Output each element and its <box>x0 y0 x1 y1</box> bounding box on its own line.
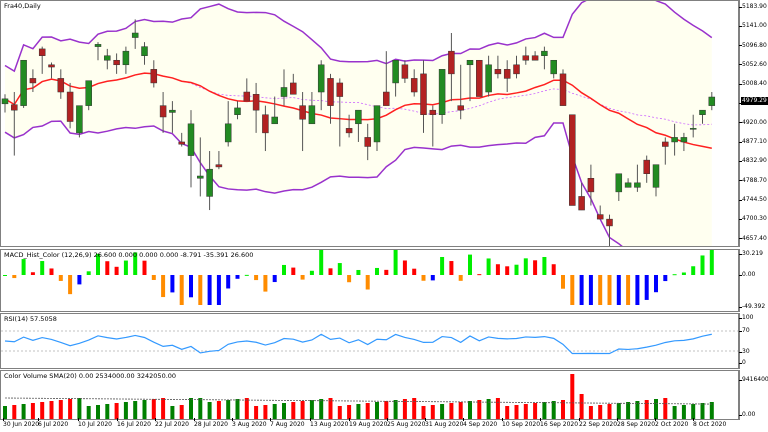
date-label: 3 Aug 2020 <box>232 418 267 428</box>
price-tick: 4700.30 <box>739 215 767 223</box>
current-price-badge: 4979.29 <box>741 97 768 105</box>
macd-tick-top: 30.219 <box>739 250 763 257</box>
macd-histogram <box>3 250 714 305</box>
time-axis: 30 Jun 2020 6 Jul 2020 10 Jul 2020 16 Jul 2… <box>0 418 739 432</box>
volume-bars <box>3 374 714 419</box>
volume-axis: 9416400 0.00 <box>738 370 768 420</box>
price-tick: 5008.40 <box>739 80 767 88</box>
volume-tick-zero: 0.00 <box>738 411 756 418</box>
date-label: 28 Jul 2020 <box>194 418 228 428</box>
macd-axis: 30.219 0.00 -49.392 <box>738 249 768 312</box>
date-label: 31 Aug 2020 <box>425 418 464 428</box>
price-tick: 5141.00 <box>739 22 767 30</box>
rsi-tick-30: 30 <box>739 348 750 355</box>
date-label: 25 Aug 2020 <box>387 418 426 428</box>
price-tick: 5096.80 <box>739 41 767 49</box>
symbol-label: Fra40,Daily <box>4 2 41 10</box>
volume-label: Color Volume SMA(20) 0.00 2534000.00 324… <box>4 372 177 380</box>
date-label: 7 Aug 2020 <box>270 418 305 428</box>
price-tick: 4920.00 <box>739 118 767 126</box>
rsi-panel[interactable]: RSI(14) 57.5058 <box>0 313 739 369</box>
date-label: 16 Jul 2020 <box>117 418 151 428</box>
date-label: 2 Oct 2020 <box>655 418 689 428</box>
price-tick: 5183.90 <box>739 3 767 10</box>
date-label: 22 Sep 2020 <box>579 418 618 428</box>
date-label: 22 Jul 2020 <box>155 418 189 428</box>
macd-label: MACD_Hist_Color (12,26,9) 26.600 0.000 0… <box>4 251 254 259</box>
date-label: 10 Jul 2020 <box>78 418 112 428</box>
macd-panel[interactable]: MACD_Hist_Color (12,26,9) 26.600 0.000 0… <box>0 249 739 312</box>
rsi-tick-100: 100 <box>738 314 754 321</box>
date-label: 4 Sep 2020 <box>463 418 498 428</box>
macd-tick-zero: 0.00 <box>738 271 756 278</box>
price-axis: 5183.905141.005096.805052.605008.404964.… <box>739 0 768 247</box>
rsi-axis: 100 70 30 0 <box>738 313 768 369</box>
date-label: 30 Jun 2020 <box>3 418 40 428</box>
candlestick-chart <box>1 1 716 246</box>
volume-tick-top: 9416400 <box>739 376 768 383</box>
date-label: 13 Aug 2020 <box>310 418 349 428</box>
volume-panel[interactable]: Color Volume SMA(20) 0.00 2534000.00 324… <box>0 370 739 420</box>
macd-tick-bottom: -49.392 <box>738 303 766 310</box>
price-tick: 4788.70 <box>739 176 767 184</box>
date-label: 10 Sep 2020 <box>502 418 541 428</box>
price-tick: 4657.40 <box>739 234 767 242</box>
date-label: 19 Aug 2020 <box>349 418 388 428</box>
rsi-tick-70: 70 <box>739 327 750 334</box>
price-tick: 4832.90 <box>739 157 767 165</box>
date-label: 16 Sep 2020 <box>540 418 579 428</box>
price-tick: 4877.10 <box>739 138 767 146</box>
price-tick: 4744.50 <box>739 196 767 203</box>
rsi-tick-0: 0 <box>739 359 746 366</box>
price-tick: 5052.60 <box>739 60 767 68</box>
date-label: 28 Sep 2020 <box>617 418 656 428</box>
rsi-line <box>1 330 738 355</box>
date-label: 8 Oct 2020 <box>693 418 727 428</box>
date-label: 6 Jul 2020 <box>38 418 69 428</box>
rsi-label: RSI(14) 57.5058 <box>4 315 57 323</box>
price-panel[interactable]: Fra40,Daily <box>0 0 739 247</box>
